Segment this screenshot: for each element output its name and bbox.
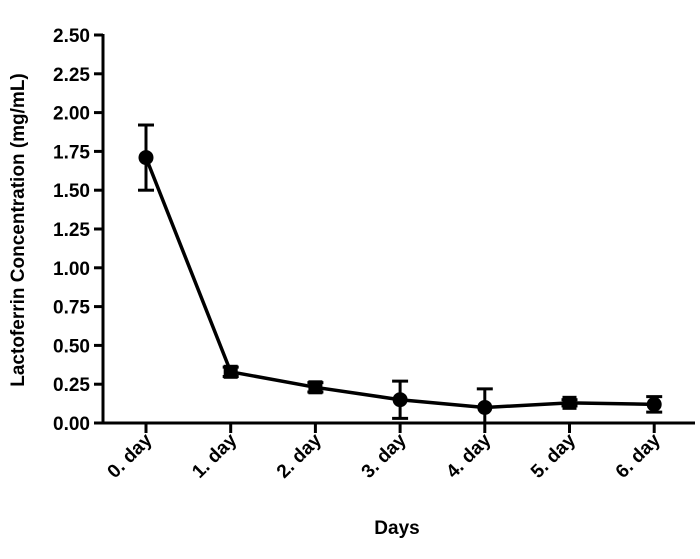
data-point <box>138 150 154 166</box>
y-tick-label: 1.50 <box>53 181 90 202</box>
data-point <box>223 364 238 379</box>
y-tick-label: 0.25 <box>53 375 90 396</box>
y-tick-label: 0.75 <box>53 298 90 319</box>
data-point <box>392 392 408 408</box>
data-point <box>562 395 577 410</box>
x-axis-title: Days <box>374 518 419 539</box>
x-tick-label: 6. day <box>612 429 665 482</box>
y-tick-label: 1.25 <box>53 220 90 241</box>
y-tick-label: 0.00 <box>53 414 90 435</box>
y-tick-label: 1.00 <box>53 259 90 280</box>
y-tick-label: 2.25 <box>53 65 90 86</box>
y-tick-label: 2.50 <box>53 26 90 47</box>
data-series <box>138 123 663 423</box>
y-tick-label: 2.00 <box>53 104 90 125</box>
data-point <box>477 399 493 415</box>
x-tick-label: 4. day <box>442 429 495 482</box>
y-axis-ticks: 0.00 0.25 0.50 0.75 1.00 1.25 1.50 1.75 2.00 2.25… <box>53 26 103 435</box>
x-axis-ticks: 0. day 1. day 2. day 3. day 4. day 5. day 6. d… <box>104 423 665 483</box>
x-tick-label: 3. day <box>358 429 411 482</box>
axes <box>101 34 695 425</box>
data-point <box>646 396 662 412</box>
x-tick-label: 0. day <box>104 429 157 482</box>
y-tick-label: 1.75 <box>53 142 90 163</box>
series-line <box>144 156 655 410</box>
data-point <box>308 380 323 395</box>
y-tick-label: 0.50 <box>53 336 90 357</box>
y-axis-title: Lactoferrin Concentration (mg/mL) <box>8 73 29 387</box>
x-tick-label: 5. day <box>527 429 580 482</box>
x-tick-label: 1. day <box>188 429 241 482</box>
x-tick-label: 2. day <box>273 429 326 482</box>
